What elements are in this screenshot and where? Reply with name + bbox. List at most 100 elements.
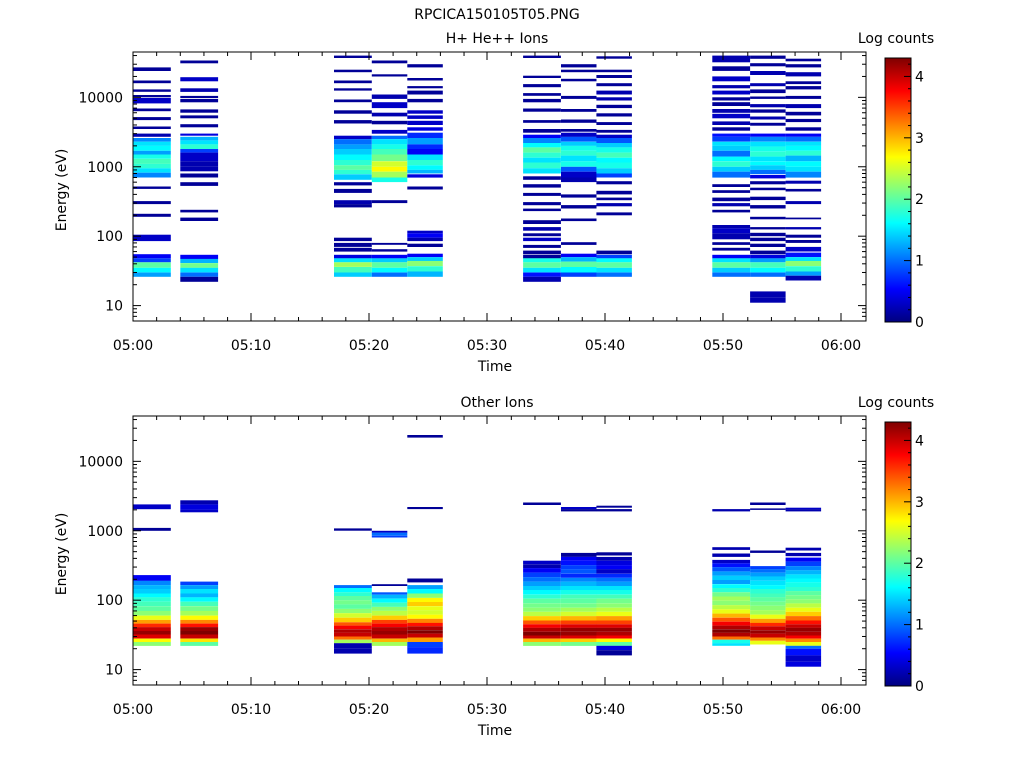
heatmap-cell (712, 133, 751, 137)
heatmap-cell (407, 120, 443, 125)
heatmap-cell (561, 132, 597, 137)
heatmap-cell (334, 204, 372, 208)
heatmap-cell (523, 162, 561, 169)
heatmap-cell (785, 240, 822, 243)
heatmap-cell (596, 556, 632, 561)
heatmap-cell (407, 630, 443, 634)
heatmap-cell (180, 601, 219, 607)
heatmap-cell (712, 197, 751, 202)
heatmap-cell (334, 120, 372, 124)
heatmap-cell (523, 208, 561, 212)
heatmap-cell (523, 638, 561, 642)
heatmap-cell (334, 528, 372, 531)
heatmap-cell (712, 55, 751, 63)
heatmap-cell (750, 550, 786, 553)
heatmap-cell (407, 614, 443, 619)
heatmap-cell (523, 244, 561, 248)
heatmap-cell (523, 143, 561, 148)
heatmap-cell (407, 618, 443, 623)
heatmap-cell (180, 589, 219, 594)
heatmap-cell (596, 631, 632, 636)
heatmap-cell (785, 234, 822, 238)
heatmap-cell (334, 613, 372, 618)
heatmap-cell (523, 627, 561, 632)
heatmap-cell (133, 504, 171, 510)
heatmap-cell (785, 655, 822, 662)
heatmap-cell (133, 95, 171, 98)
heatmap-cell (785, 582, 822, 587)
heatmap-cell (523, 635, 561, 639)
heatmap-cell (407, 169, 443, 174)
x-tick-label: 05:20 (349, 338, 389, 354)
heatmap-cell (133, 627, 171, 631)
heatmap-cell (785, 141, 822, 146)
heatmap-cell (523, 272, 561, 277)
heatmap-cell (596, 642, 632, 646)
heatmap-cell (750, 165, 786, 170)
heatmap-cell (750, 502, 786, 505)
heatmap-cell (785, 552, 822, 557)
heatmap-cell (561, 616, 597, 621)
heatmap-cell (561, 150, 597, 156)
heatmap-cell (407, 597, 443, 603)
heatmap-cell (371, 102, 408, 109)
heatmap-cell (334, 643, 372, 649)
x-tick-label: 05:30 (467, 702, 507, 718)
heatmap-cell (596, 254, 632, 259)
heatmap-cell (750, 151, 786, 157)
heatmap-cell (712, 141, 751, 146)
heatmap-cell (180, 182, 219, 186)
heatmap-cell (596, 620, 632, 625)
heatmap-cell (712, 171, 751, 178)
heatmap-cell (371, 60, 408, 64)
heatmap-cell (407, 622, 443, 627)
heatmap-cell (523, 594, 561, 599)
x-tick-label: 06:00 (821, 338, 861, 354)
heatmap-cell (523, 254, 561, 259)
heatmap-cell (785, 201, 822, 205)
colorbar-tick-label: 2 (915, 192, 924, 208)
heatmap-cell (180, 631, 219, 635)
heatmap-cell (371, 267, 408, 273)
y-tick-label: 10000 (78, 90, 123, 106)
heatmap-cell (523, 75, 561, 78)
heatmap-cell (750, 630, 786, 634)
x-tick-label: 05:50 (703, 702, 743, 718)
heatmap-cell (596, 197, 632, 201)
heatmap-cell (596, 173, 632, 178)
heatmap-cell (180, 276, 219, 282)
heatmap-cell (561, 171, 597, 178)
heatmap-cell (712, 571, 751, 576)
heatmap-cell (561, 155, 597, 162)
heatmap-cell (133, 80, 171, 84)
heatmap-cell (561, 194, 597, 198)
heatmap-cell (371, 615, 408, 620)
plot-frame (132, 415, 867, 686)
heatmap-cell (133, 527, 171, 531)
heatmap-cell (750, 580, 786, 586)
heatmap-cell (596, 645, 632, 651)
heatmap-cell (596, 147, 632, 153)
heatmap-cell (750, 89, 786, 94)
heatmap-cell (712, 113, 751, 119)
heatmap-cell (785, 260, 822, 267)
heatmap-cell (712, 639, 751, 644)
heatmap-cell (523, 502, 561, 505)
heatmap-cell (596, 134, 632, 138)
heatmap-cell (596, 258, 632, 263)
y-axis-label: Energy (eV) (54, 149, 70, 232)
heatmap-cell (133, 168, 171, 173)
heatmap-cell (785, 599, 822, 604)
heatmap-cell (371, 619, 408, 624)
heatmap-cell (785, 64, 822, 68)
heatmap-cell (371, 634, 408, 639)
heatmap-cell (785, 180, 822, 184)
heatmap-cell (180, 149, 219, 153)
heatmap-cell (180, 627, 219, 631)
colorbar-tick-label: 4 (915, 433, 924, 449)
heatmap-cell (561, 177, 597, 183)
heatmap-cell (371, 610, 408, 616)
heatmap-cell (133, 619, 171, 624)
heatmap-cell (334, 69, 372, 73)
heatmap-cell (371, 139, 408, 145)
